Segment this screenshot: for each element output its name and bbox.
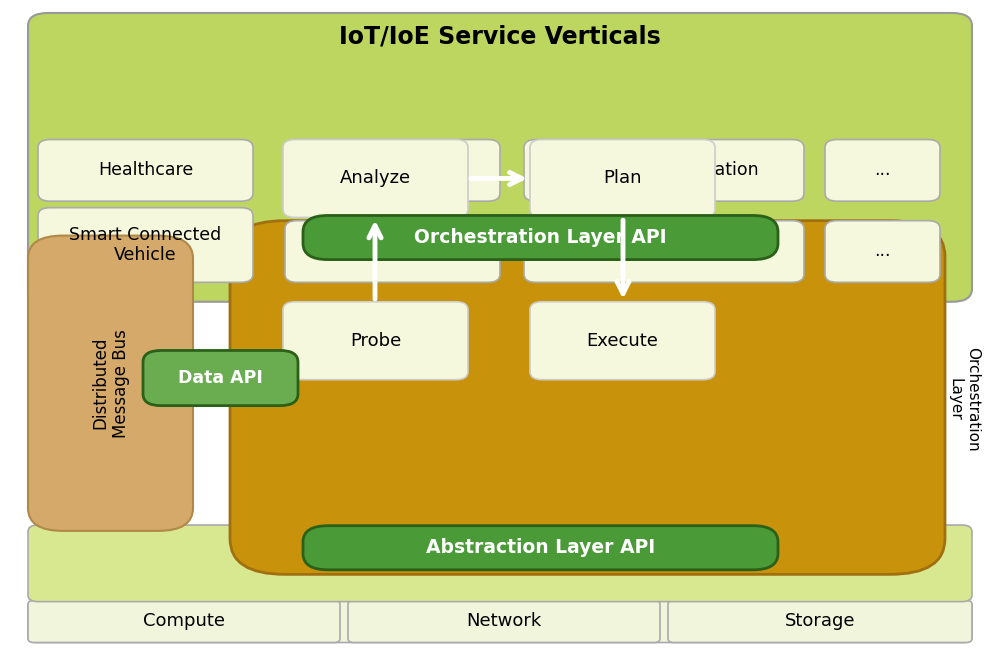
- Text: Healthcare: Healthcare: [98, 162, 193, 179]
- FancyBboxPatch shape: [143, 350, 298, 406]
- FancyBboxPatch shape: [28, 600, 972, 643]
- FancyBboxPatch shape: [28, 600, 340, 643]
- Text: Oil and Gas: Oil and Gas: [342, 243, 443, 260]
- FancyBboxPatch shape: [28, 236, 193, 531]
- Text: Industrial Automation: Industrial Automation: [570, 162, 758, 179]
- Text: Distributed
Message Bus: Distributed Message Bus: [91, 329, 130, 437]
- Text: Smart Connected
Vehicle: Smart Connected Vehicle: [69, 226, 222, 264]
- Text: Smart City: Smart City: [618, 243, 710, 260]
- Text: Plan: Plan: [603, 169, 642, 188]
- FancyBboxPatch shape: [303, 526, 778, 570]
- Text: Orchestration
Layer: Orchestration Layer: [948, 347, 980, 452]
- FancyBboxPatch shape: [524, 221, 804, 282]
- FancyBboxPatch shape: [283, 302, 468, 380]
- FancyBboxPatch shape: [285, 140, 500, 201]
- FancyBboxPatch shape: [38, 208, 253, 282]
- Text: Analyze: Analyze: [340, 169, 411, 188]
- Text: Abstraction Layer API: Abstraction Layer API: [426, 538, 655, 557]
- Text: ...: ...: [874, 243, 891, 260]
- FancyBboxPatch shape: [530, 302, 715, 380]
- Text: Execute: Execute: [587, 332, 658, 350]
- Text: Storage: Storage: [785, 613, 855, 630]
- Text: Smart Grid: Smart Grid: [345, 162, 440, 179]
- FancyBboxPatch shape: [668, 600, 972, 643]
- FancyBboxPatch shape: [348, 600, 660, 643]
- FancyBboxPatch shape: [303, 215, 778, 260]
- Text: Probe: Probe: [350, 332, 401, 350]
- Text: Orchestration Layer API: Orchestration Layer API: [414, 228, 667, 247]
- FancyBboxPatch shape: [530, 140, 715, 217]
- FancyBboxPatch shape: [28, 13, 972, 302]
- Text: Network: Network: [466, 613, 542, 630]
- Text: Abstraction Layer: Abstraction Layer: [420, 554, 580, 572]
- Text: Data API: Data API: [178, 369, 263, 387]
- Text: Compute: Compute: [143, 613, 225, 630]
- FancyBboxPatch shape: [230, 221, 945, 574]
- FancyBboxPatch shape: [28, 525, 972, 602]
- Text: ...: ...: [874, 162, 891, 179]
- FancyBboxPatch shape: [825, 221, 940, 282]
- Text: IoT/IoE Service Verticals: IoT/IoE Service Verticals: [339, 25, 661, 48]
- FancyBboxPatch shape: [38, 140, 253, 201]
- FancyBboxPatch shape: [825, 140, 940, 201]
- FancyBboxPatch shape: [283, 140, 468, 217]
- FancyBboxPatch shape: [285, 221, 500, 282]
- FancyBboxPatch shape: [524, 140, 804, 201]
